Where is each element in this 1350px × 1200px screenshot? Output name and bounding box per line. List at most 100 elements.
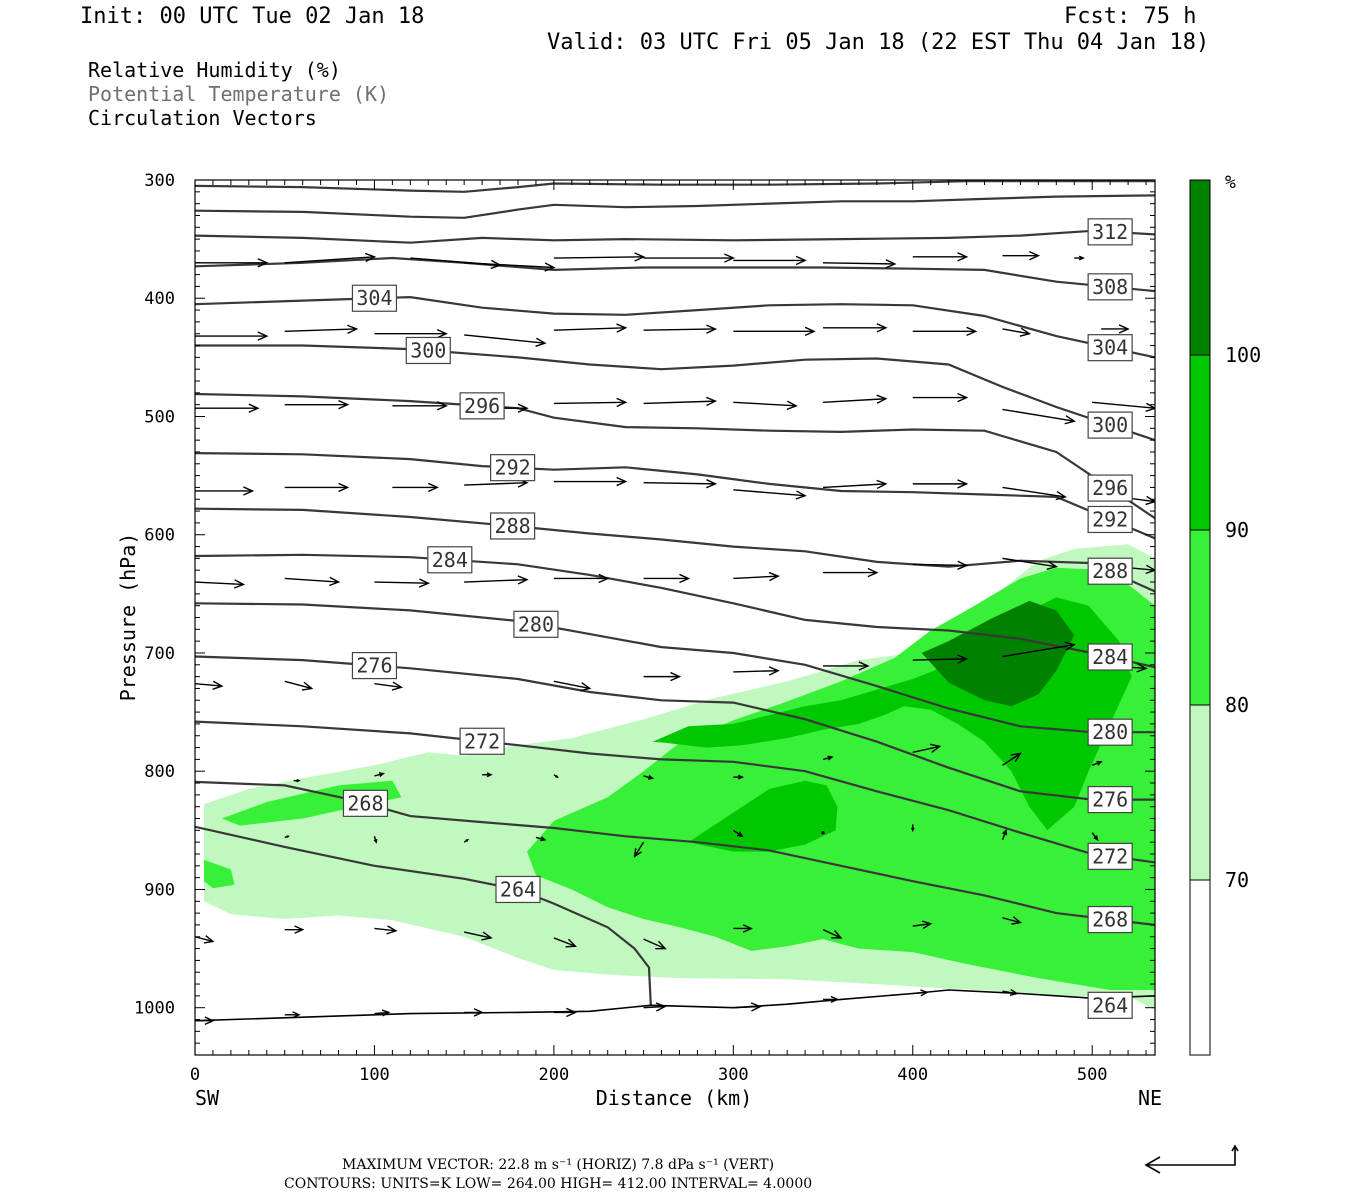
circulation-vector bbox=[374, 1009, 391, 1017]
circulation-vector bbox=[822, 479, 888, 490]
circulation-vector bbox=[553, 774, 559, 779]
circulation-vector bbox=[823, 661, 870, 671]
circulation-vector bbox=[464, 1008, 484, 1017]
circulation-vector bbox=[284, 835, 290, 839]
contour-label-292-right: 292 bbox=[1087, 505, 1133, 534]
circulation-vector bbox=[553, 680, 592, 692]
x-tick-label: 400 bbox=[897, 1065, 928, 1085]
circulation-vector bbox=[553, 476, 628, 487]
circulation-vector bbox=[912, 252, 969, 262]
circulation-vector bbox=[643, 324, 718, 334]
circulation-vector bbox=[464, 575, 529, 585]
relative-humidity-shading bbox=[204, 544, 1155, 1011]
circulation-vector bbox=[643, 1002, 667, 1012]
circulation-vector bbox=[553, 937, 578, 948]
contour-label-304-right: 304 bbox=[1087, 334, 1133, 362]
contour-info-note: CONTOURS: UNITS=K LOW= 264.00 HIGH= 412.… bbox=[284, 1176, 813, 1192]
circulation-vector bbox=[822, 394, 888, 404]
init-time: Init: 00 UTC Tue 02 Jan 18 bbox=[80, 4, 425, 29]
circulation-vector bbox=[1074, 255, 1085, 261]
theta-contour-280 bbox=[195, 602, 1155, 734]
theta-contour-272 bbox=[195, 720, 1155, 864]
circulation-vector bbox=[195, 1016, 215, 1025]
contour-label-312-right: 312 bbox=[1087, 218, 1133, 246]
circulation-vector bbox=[912, 920, 933, 930]
svg-text:264: 264 bbox=[500, 877, 536, 901]
circulation-vector bbox=[733, 774, 744, 780]
contour-label-264-interior: 264 bbox=[495, 875, 541, 904]
svg-text:296: 296 bbox=[464, 394, 500, 418]
circulation-vector bbox=[553, 573, 610, 584]
circulation-vector bbox=[733, 255, 807, 266]
circulation-vector bbox=[374, 681, 404, 691]
theta-contour-312 bbox=[195, 229, 1155, 244]
circulation-vector bbox=[1002, 752, 1022, 766]
circulation-vector bbox=[482, 772, 493, 778]
circulation-vector bbox=[1002, 916, 1023, 925]
circulation-vector bbox=[374, 329, 448, 339]
colorbar-swatch bbox=[1190, 530, 1210, 705]
left-end-label: SW bbox=[195, 1086, 220, 1110]
circulation-vector bbox=[643, 671, 682, 682]
circulation-vector bbox=[1091, 832, 1099, 842]
circulation-vector bbox=[284, 925, 305, 934]
colorbar-swatch bbox=[1190, 705, 1210, 880]
circulation-vector bbox=[1101, 324, 1130, 334]
contour-label-300-right: 300 bbox=[1087, 411, 1133, 439]
svg-text:296: 296 bbox=[1092, 476, 1128, 500]
theta-contour-276 bbox=[195, 655, 1155, 801]
svg-text:264: 264 bbox=[1092, 993, 1128, 1017]
svg-text:272: 272 bbox=[464, 729, 500, 753]
x-tick-label: 0 bbox=[190, 1065, 200, 1085]
circulation-vector bbox=[464, 931, 493, 941]
circulation-vector bbox=[463, 838, 470, 843]
y-tick-label: 900 bbox=[144, 880, 175, 900]
theta-contour-284 bbox=[195, 553, 1155, 669]
theta-contour-308 bbox=[195, 256, 1155, 293]
svg-text:300: 300 bbox=[410, 338, 446, 362]
circulation-vector bbox=[195, 579, 246, 589]
colorbar: 100 90 80 70 bbox=[1189, 179, 1261, 1056]
circulation-vector bbox=[284, 1011, 301, 1019]
x-tick-label: 500 bbox=[1077, 1065, 1108, 1085]
circulation-vector bbox=[912, 743, 942, 753]
circulation-vector bbox=[1002, 988, 1019, 997]
theta-contour-300 bbox=[195, 344, 1155, 442]
theta-contour-292 bbox=[195, 452, 1155, 540]
svg-text:304: 304 bbox=[1092, 336, 1128, 360]
circulation-vector bbox=[912, 392, 969, 403]
circulation-vector bbox=[1002, 408, 1076, 425]
circulation-vector bbox=[912, 479, 969, 489]
svg-text:292: 292 bbox=[495, 456, 531, 480]
circulation-vector bbox=[195, 331, 269, 341]
contour-label-268-right: 268 bbox=[1087, 905, 1133, 934]
circulation-vector bbox=[553, 1007, 578, 1018]
axes: 300 400 500 600 700 800 900 1000 0 100 200 300 400 50… bbox=[134, 171, 1155, 1085]
contour-label-276-right: 276 bbox=[1087, 785, 1133, 814]
y-tick-label: 700 bbox=[144, 644, 175, 664]
circulation-vector bbox=[912, 560, 969, 570]
y-axis-title: Pressure (hPa) bbox=[116, 533, 140, 702]
circulation-vector bbox=[912, 989, 929, 997]
colorbar-swatch bbox=[1190, 355, 1210, 530]
y-tick-label: 500 bbox=[144, 407, 175, 427]
colorbar-tick-label: 90 bbox=[1225, 518, 1249, 542]
svg-text:288: 288 bbox=[1092, 559, 1128, 583]
circulation-vector bbox=[373, 836, 378, 844]
circulation-vector bbox=[822, 929, 843, 939]
svg-text:272: 272 bbox=[1092, 844, 1128, 868]
circulation-vector bbox=[823, 995, 840, 1003]
x-tick-label: 100 bbox=[359, 1065, 390, 1085]
contour-label-268-interior: 268 bbox=[342, 789, 389, 817]
legend-relative-humidity: Relative Humidity (%) bbox=[88, 58, 341, 82]
contour-label-288-interior: 288 bbox=[490, 512, 536, 540]
y-tick-label: 800 bbox=[144, 762, 175, 782]
circulation-vector bbox=[195, 680, 224, 690]
circulation-vector bbox=[464, 262, 556, 272]
circulation-vector bbox=[733, 1002, 762, 1012]
circulation-vector bbox=[284, 576, 341, 587]
colorbar-tick-label: 100 bbox=[1225, 343, 1261, 367]
x-tick-label: 200 bbox=[539, 1065, 570, 1085]
circulation-vector bbox=[464, 334, 547, 347]
